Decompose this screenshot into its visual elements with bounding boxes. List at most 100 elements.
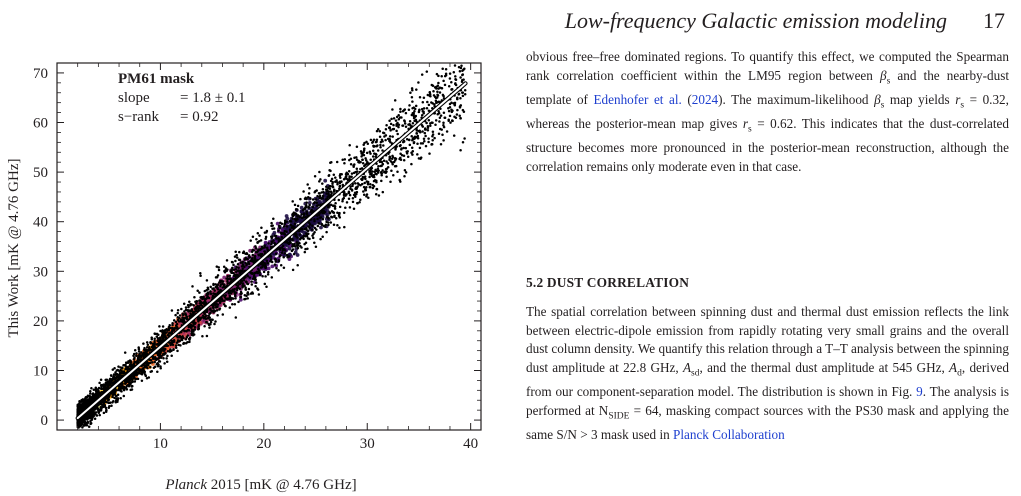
scatter-point (308, 223, 312, 226)
scatter-point (188, 300, 191, 303)
scatter-point (232, 263, 235, 267)
scatter-point (119, 389, 122, 392)
scatter-point (360, 182, 364, 186)
scatter-point (410, 146, 414, 150)
scatter-point (218, 307, 222, 310)
scatter-point (135, 352, 138, 355)
density-point (171, 345, 176, 349)
scatter-point (296, 246, 300, 250)
scatter-point (398, 116, 402, 119)
scatter-point (442, 123, 445, 127)
scatter-point (193, 328, 197, 331)
scatter-point (137, 350, 141, 353)
scatter-point (279, 264, 283, 267)
scatter-point (448, 106, 452, 109)
scatter-point (184, 306, 188, 309)
scatter-point (258, 273, 262, 277)
scatter-point (391, 154, 394, 158)
scatter-point (224, 304, 227, 308)
scatter-point (215, 305, 218, 309)
scatter-point (440, 86, 444, 90)
scatter-point (266, 261, 269, 265)
scatter-point (100, 407, 103, 410)
scatter-point (213, 289, 216, 292)
scatter-point (321, 182, 324, 185)
scatter-point (436, 94, 440, 97)
scatter-point (443, 83, 447, 87)
scatter-point (400, 154, 404, 157)
scatter-point (267, 242, 270, 245)
scatter-point (441, 133, 444, 137)
scatter-point (418, 95, 422, 99)
scatter-point (291, 217, 294, 220)
scatter-point (287, 255, 291, 258)
scatter-point (305, 201, 308, 204)
scatter-point (421, 142, 425, 145)
scatter-point (111, 368, 115, 371)
scatter-point (131, 364, 134, 368)
scatter-point (162, 353, 166, 356)
scatter-point (184, 338, 188, 341)
scatter-point (447, 119, 450, 122)
scatter-point (375, 187, 378, 191)
scatter-point (300, 246, 303, 249)
scatter-point (382, 131, 386, 135)
scatter-point (316, 194, 319, 198)
scatter-point (293, 245, 297, 248)
scatter-point (307, 192, 311, 195)
scatter-point (390, 117, 393, 121)
scatter-point (178, 314, 182, 317)
scatter-point (259, 266, 263, 269)
scatter-point (335, 160, 339, 164)
scatter-point (331, 182, 334, 186)
scatter-point (436, 90, 439, 93)
scatter-point (223, 299, 226, 303)
scatter-point (185, 329, 188, 333)
scatter-point (105, 378, 109, 381)
scatter-point (155, 335, 159, 338)
scatter-point (360, 167, 364, 170)
scatter-point (89, 422, 92, 426)
scatter-point (435, 96, 439, 99)
scatter-point (452, 134, 456, 137)
scatter-point (435, 72, 439, 76)
scatter-point (391, 135, 394, 138)
scatter-point (246, 257, 249, 261)
scatter-point (207, 322, 210, 325)
scatter-point (315, 189, 318, 192)
scatter-point (377, 164, 380, 168)
scatter-point (168, 323, 171, 327)
scatter-point (145, 377, 149, 380)
scatter-point (262, 270, 266, 274)
scatter-point (257, 267, 260, 271)
scatter-point (166, 354, 169, 358)
scatter-point (302, 237, 305, 241)
scatter-point (308, 226, 311, 230)
scatter-point (246, 297, 249, 300)
page-number: 17 (983, 8, 1005, 33)
scatter-point (410, 135, 413, 138)
scatter-point (355, 167, 359, 171)
scatter-point (442, 125, 446, 129)
scatter-point (414, 104, 418, 108)
scatter-point (379, 143, 382, 147)
scatter-point (254, 247, 258, 250)
scatter-point (397, 117, 401, 121)
scatter-point (304, 241, 308, 244)
density-point (323, 178, 328, 183)
scatter-point (223, 269, 226, 273)
scatter-point (211, 287, 214, 291)
scatter-point (254, 245, 257, 248)
scatter-point (89, 392, 92, 395)
scatter-point (433, 95, 437, 99)
scatter-point (459, 96, 462, 100)
scatter-point (420, 107, 424, 111)
scatter-point (92, 388, 96, 391)
scatter-point (278, 226, 282, 230)
scatter-point (300, 213, 303, 216)
scatter-point (308, 237, 311, 241)
scatter-point (384, 128, 388, 131)
scatter-point (437, 81, 440, 85)
scatter-point (277, 269, 280, 272)
